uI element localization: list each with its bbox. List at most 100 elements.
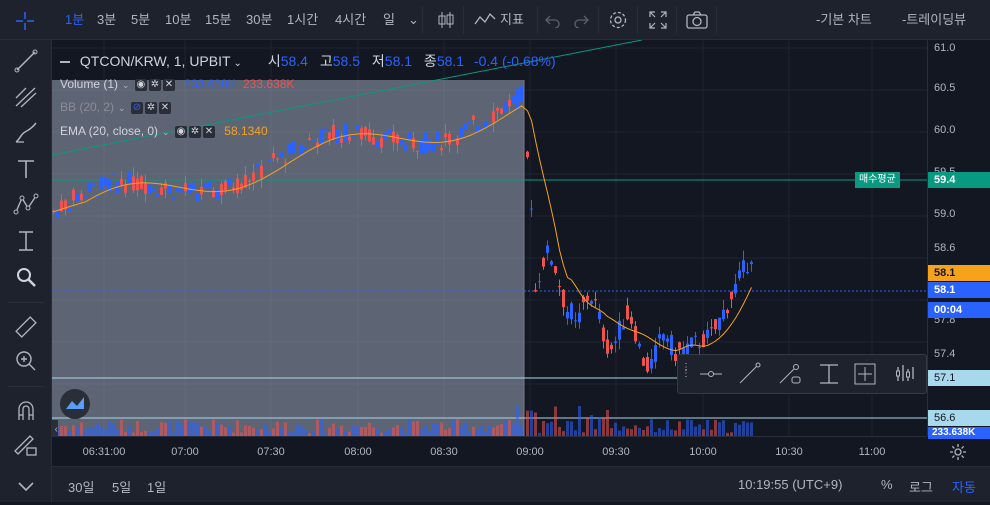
interval-6[interactable]: 1시간 [287,12,319,27]
camera-icon[interactable] [686,11,708,29]
time-tick-label: 11:00 [858,446,886,458]
candle-type-icon[interactable] [436,10,456,30]
chevron-down-icon[interactable]: ⌄ [408,12,419,27]
close-label: 종 [423,53,437,69]
volume-tag: 233.638K [928,427,990,439]
gear-icon[interactable]: ✲ [188,125,201,138]
zoom-icon[interactable] [13,264,39,290]
price-tick-label: 61.0 [934,42,956,54]
bottom-bar: 30일 5일 1일 10:19:55 (UTC+9) % 로그 자동 [52,466,990,502]
percent-toggle[interactable]: % [881,477,893,492]
interval-8[interactable]: 일 [383,12,395,27]
tradingview-logo-icon[interactable] [60,389,90,419]
price-tick-label: 60.5 [934,82,956,94]
tradingview-button[interactable]: -트레이딩뷰 [902,12,967,27]
bars-pattern-icon[interactable] [890,359,920,389]
price-axis[interactable]: 61.060.560.059.559.058.658.157.857.457.1… [927,40,990,439]
measure-icon[interactable] [13,228,39,254]
chevron-down-icon[interactable]: ⌄ [122,80,130,90]
log-toggle[interactable]: 로그 [909,480,933,495]
bb-label[interactable]: BB (20, 2) [60,100,115,114]
time-tick-label: 08:30 [430,446,458,458]
close-value: 58.1 [436,53,465,69]
pattern-icon[interactable] [13,192,39,218]
fullscreen-icon[interactable] [648,10,668,30]
avg-price-label: 매수평균 [855,172,900,188]
chevron-down-icon[interactable]: ⌄ [118,103,126,113]
ema-price-tag: 58.1 [928,265,990,281]
trend-line-icon[interactable] [13,48,39,74]
indicator-button[interactable]: 지표 [500,12,524,27]
text-icon[interactable] [13,156,39,182]
trend-line-icon[interactable] [734,359,764,389]
close-icon[interactable]: ✕ [162,78,175,91]
countdown-tag: 00:04 [928,302,990,318]
ruler-icon[interactable] [13,314,39,340]
ema-label[interactable]: EMA (20, close, 0) [60,124,159,138]
bb-legend: BB (20, 2) ⌄ ⊘ ✲ ✕ [60,100,171,114]
fib-icon[interactable] [13,84,39,110]
open-value: 58.4 [280,53,308,69]
interval-5[interactable]: 30분 [246,12,273,27]
symbol-legend: QTCON/KRW, 1, UPBIT ⌄ 시58.4 고58.5 저58.1 종… [60,51,556,71]
volume-legend: Volume (1) ⌄ ◉ ✲ ✕ 233.638K 233.638K [60,77,294,91]
price-range-icon[interactable] [814,359,844,389]
brush-icon[interactable] [13,120,39,146]
settings-icon[interactable] [608,10,628,30]
magnet-icon[interactable] [13,398,39,424]
interval-7[interactable]: 4시간 [335,12,367,27]
price-chart[interactable]: QTCON/KRW, 1, UPBIT ⌄ 시58.4 고58.5 저58.1 종… [52,40,927,436]
eye-icon[interactable]: ◉ [134,78,147,91]
chevron-down-icon[interactable]: ⌄ [233,58,242,69]
range-button-0[interactable]: 30일 [68,480,95,495]
hidden-eye-icon[interactable]: ⊘ [130,101,143,114]
drag-handle-icon[interactable]: ⋮ ⋮ [681,362,691,379]
symbol-title[interactable]: QTCON/KRW, 1, UPBIT [79,53,231,69]
horizontal-ray-icon[interactable] [696,359,726,389]
zoom-in-icon[interactable] [13,348,39,374]
arrow-line-icon[interactable] [774,359,804,389]
time-tick-label: 07:30 [257,446,285,458]
volume-label[interactable]: Volume (1) [60,77,119,91]
chevron-down-icon[interactable]: ⌄ [162,127,170,137]
price-tick-label: 60.0 [934,124,956,136]
time-tick-label: 09:00 [516,446,544,458]
level-566-tag: 56.6 [928,410,990,426]
gear-icon[interactable]: ✲ [144,101,157,114]
interval-4[interactable]: 15분 [205,12,232,27]
interval-2[interactable]: 5분 [131,12,151,27]
interval-1[interactable]: 3분 [97,12,117,27]
avg-price-tag: 59.4 [928,172,990,188]
crosshair-icon[interactable] [14,10,36,32]
ema-legend: EMA (20, close, 0) ⌄ ◉ ✲ ✕ 58.1340 [60,124,268,138]
close-icon[interactable]: ✕ [202,125,215,138]
time-tick-label: 07:00 [171,446,199,458]
high-label: 고 [319,53,333,69]
price-tick-label: 58.6 [934,242,956,254]
auto-toggle[interactable]: 자동 [952,480,976,495]
redo-icon[interactable] [573,12,589,29]
floating-drawing-toolbar: ⋮ ⋮ [677,354,927,394]
candles-canvas[interactable] [52,40,927,436]
time-tick-label: 10:00 [689,446,717,458]
time-tick-label: 09:30 [602,446,630,458]
collapse-arrow-icon[interactable]: ‹ [52,420,58,436]
time-axis[interactable]: 06:31:00 07:00 07:30 08:00 08:30 09:00 09:30 10… [52,436,927,466]
interval-0[interactable]: 1분 [65,12,85,27]
range-button-1[interactable]: 5일 [112,480,132,495]
chevron-down-icon[interactable] [13,474,39,500]
date-price-range-icon[interactable] [850,359,880,389]
indicator-icon[interactable] [474,11,496,29]
close-icon[interactable]: ✕ [158,101,171,114]
undo-icon[interactable] [545,12,561,29]
clock[interactable]: 10:19:55 (UTC+9) [738,477,843,492]
lock-drawing-icon[interactable] [13,432,39,458]
level-571-tag: 57.1 [928,370,990,386]
basic-chart-button[interactable]: -기본 차트 [816,12,872,27]
interval-3[interactable]: 10분 [165,12,192,27]
eye-icon[interactable]: ◉ [174,125,187,138]
range-button-2[interactable]: 1일 [147,480,167,495]
low-value: 58.1 [384,53,413,69]
axis-settings-icon[interactable] [948,442,968,462]
gear-icon[interactable]: ✲ [148,78,161,91]
